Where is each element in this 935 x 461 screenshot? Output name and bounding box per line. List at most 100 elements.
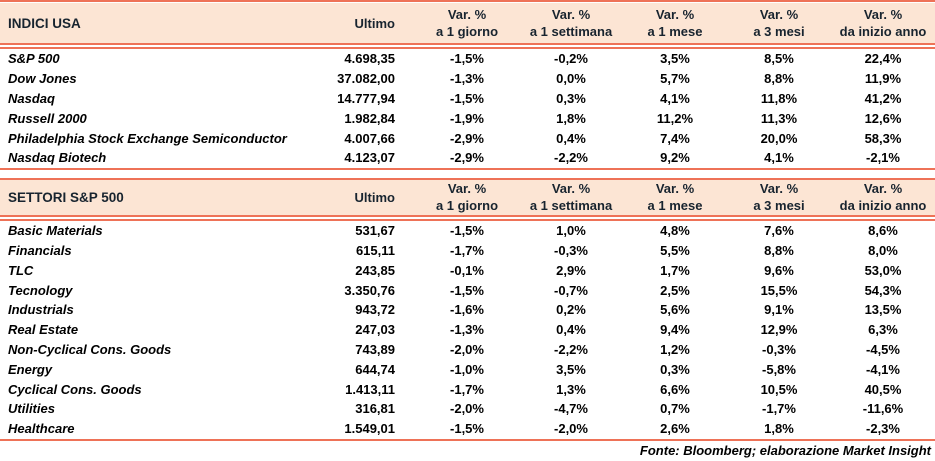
table-row: Tecnology 3.350,76 -1,5% -0,7% 2,5% 15,5… xyxy=(0,280,935,300)
var-value: 11,3% xyxy=(760,110,798,126)
ultimo-value: 4.123,07 xyxy=(344,150,395,166)
var-value: 9,6% xyxy=(764,262,794,278)
column-header-ultimo: Ultimo xyxy=(354,15,395,31)
var-label: Var. % xyxy=(863,181,903,197)
row-label: Utilities xyxy=(8,401,55,417)
var-value: 0,4% xyxy=(556,322,586,338)
table-row: Non-Cyclical Cons. Goods 743,89 -2,0% -2… xyxy=(0,340,935,360)
divider-line xyxy=(0,167,935,170)
var-period: a 3 mesi xyxy=(753,198,805,214)
var-value: 20,0% xyxy=(760,130,798,146)
var-label: Var. % xyxy=(759,181,799,197)
var-value: -0,3% xyxy=(762,341,796,357)
column-header-var-1day: Var. % a 1 giorno xyxy=(415,180,519,215)
var-value: -2,9% xyxy=(450,150,484,166)
var-value: -4,5% xyxy=(866,341,900,357)
var-value: -1,5% xyxy=(450,421,484,437)
top-border-gap xyxy=(0,2,935,3)
var-value: 7,4% xyxy=(660,130,690,146)
var-value: -1,7% xyxy=(450,242,484,258)
ultimo-value: 615,11 xyxy=(355,242,395,258)
var-value: -1,0% xyxy=(450,361,484,377)
var-value: 5,5% xyxy=(660,242,690,258)
column-header-var-ytd: Var. % da inizio anno xyxy=(831,180,935,215)
var-value: 5,6% xyxy=(660,302,690,318)
var-value: 3,5% xyxy=(556,361,586,377)
ultimo-value: 3.350,76 xyxy=(344,282,395,298)
var-value: 9,1% xyxy=(764,302,794,318)
row-label: Financials xyxy=(8,242,72,258)
sectors-header-row: SETTORI S&P 500 Ultimo Var. % a 1 giorno… xyxy=(0,180,935,215)
var-value: -1,7% xyxy=(762,401,796,417)
section-title-settori: SETTORI S&P 500 xyxy=(8,189,124,205)
sectors-table: Basic Materials 531,67 -1,5% 1,0% 4,8% 7… xyxy=(0,221,935,439)
ultimo-value: 247,03 xyxy=(355,322,395,338)
var-value: 1,8% xyxy=(556,110,586,126)
var-value: 0,4% xyxy=(556,130,586,146)
row-label: Non-Cyclical Cons. Goods xyxy=(8,341,172,357)
sectors-header: SETTORI S&P 500 Ultimo Var. % a 1 giorno… xyxy=(0,179,935,215)
source-note: Fonte: Bloomberg; elaborazione Market In… xyxy=(639,442,931,458)
row-label: TLC xyxy=(8,262,34,278)
var-label: Var. % xyxy=(655,181,695,197)
var-value: 4,1% xyxy=(764,150,794,166)
ultimo-value: 644,74 xyxy=(355,361,395,377)
var-value: -5,8% xyxy=(762,361,796,377)
table-row: Cyclical Cons. Goods 1.413,11 -1,7% 1,3%… xyxy=(0,379,935,399)
var-value: -2,1% xyxy=(866,150,900,166)
var-value: 9,4% xyxy=(660,322,690,338)
top-border-line xyxy=(0,0,935,2)
var-value: 8,8% xyxy=(764,71,794,87)
var-value: -1,5% xyxy=(450,51,484,67)
row-label: Industrials xyxy=(8,302,74,318)
var-value: 8,6% xyxy=(868,223,898,239)
table-row: Nasdaq Biotech 4.123,07 -2,9% -2,2% 9,2%… xyxy=(0,148,935,168)
var-value: 12,9% xyxy=(760,322,798,338)
var-value: -4,1% xyxy=(866,361,900,377)
column-header-var-1week: Var. % a 1 settimana xyxy=(519,3,623,43)
row-label: Philadelphia Stock Exchange Semiconducto… xyxy=(8,130,287,146)
ultimo-value: 243,85 xyxy=(355,262,395,278)
ultimo-value: 4.698,35 xyxy=(344,51,395,67)
var-value: 5,7% xyxy=(660,71,690,87)
var-value: 11,9% xyxy=(864,71,902,87)
section-spacer xyxy=(0,169,935,178)
column-header-var-1day: Var. % a 1 giorno xyxy=(415,3,519,43)
var-value: 6,6% xyxy=(660,381,690,397)
table-row: Real Estate 247,03 -1,3% 0,4% 9,4% 12,9%… xyxy=(0,320,935,340)
row-label: Russell 2000 xyxy=(8,110,87,126)
var-value: 1,0% xyxy=(556,223,586,239)
var-value: 15,5% xyxy=(760,282,798,298)
var-value: -1,3% xyxy=(450,71,484,87)
var-period: a 3 mesi xyxy=(753,24,805,39)
var-value: 8,0% xyxy=(868,242,898,258)
var-value: 4,8% xyxy=(660,223,690,239)
var-value: 58,3% xyxy=(864,130,902,146)
var-value: -1,9% xyxy=(450,110,484,126)
var-value: 13,5% xyxy=(864,302,902,318)
row-label: Energy xyxy=(8,361,53,377)
table-row: Utilities 316,81 -2,0% -4,7% 0,7% -1,7% … xyxy=(0,399,935,419)
var-value: 3,5% xyxy=(660,51,690,67)
var-value: -1,5% xyxy=(450,90,484,106)
var-value: 8,5% xyxy=(764,51,794,67)
var-value: -0,2% xyxy=(554,51,588,67)
var-value: -2,2% xyxy=(554,341,588,357)
row-label: Cyclical Cons. Goods xyxy=(8,381,142,397)
row-label: S&P 500 xyxy=(8,51,60,67)
row-label: Healthcare xyxy=(8,421,75,437)
divider-line xyxy=(0,438,935,441)
var-value: -1,7% xyxy=(450,381,484,397)
var-value: 9,2% xyxy=(660,150,690,166)
var-value: -4,7% xyxy=(554,401,588,417)
var-period: a 1 giorno xyxy=(435,24,499,39)
divider-double-line xyxy=(0,43,935,49)
var-value: -11,6% xyxy=(862,401,904,417)
row-label: Nasdaq xyxy=(8,90,55,106)
var-value: -2,0% xyxy=(450,401,484,417)
row-label: Dow Jones xyxy=(8,71,77,87)
var-period: a 1 settimana xyxy=(529,24,613,39)
ultimo-value: 943,72 xyxy=(355,302,395,318)
var-period: a 1 giorno xyxy=(435,198,499,214)
